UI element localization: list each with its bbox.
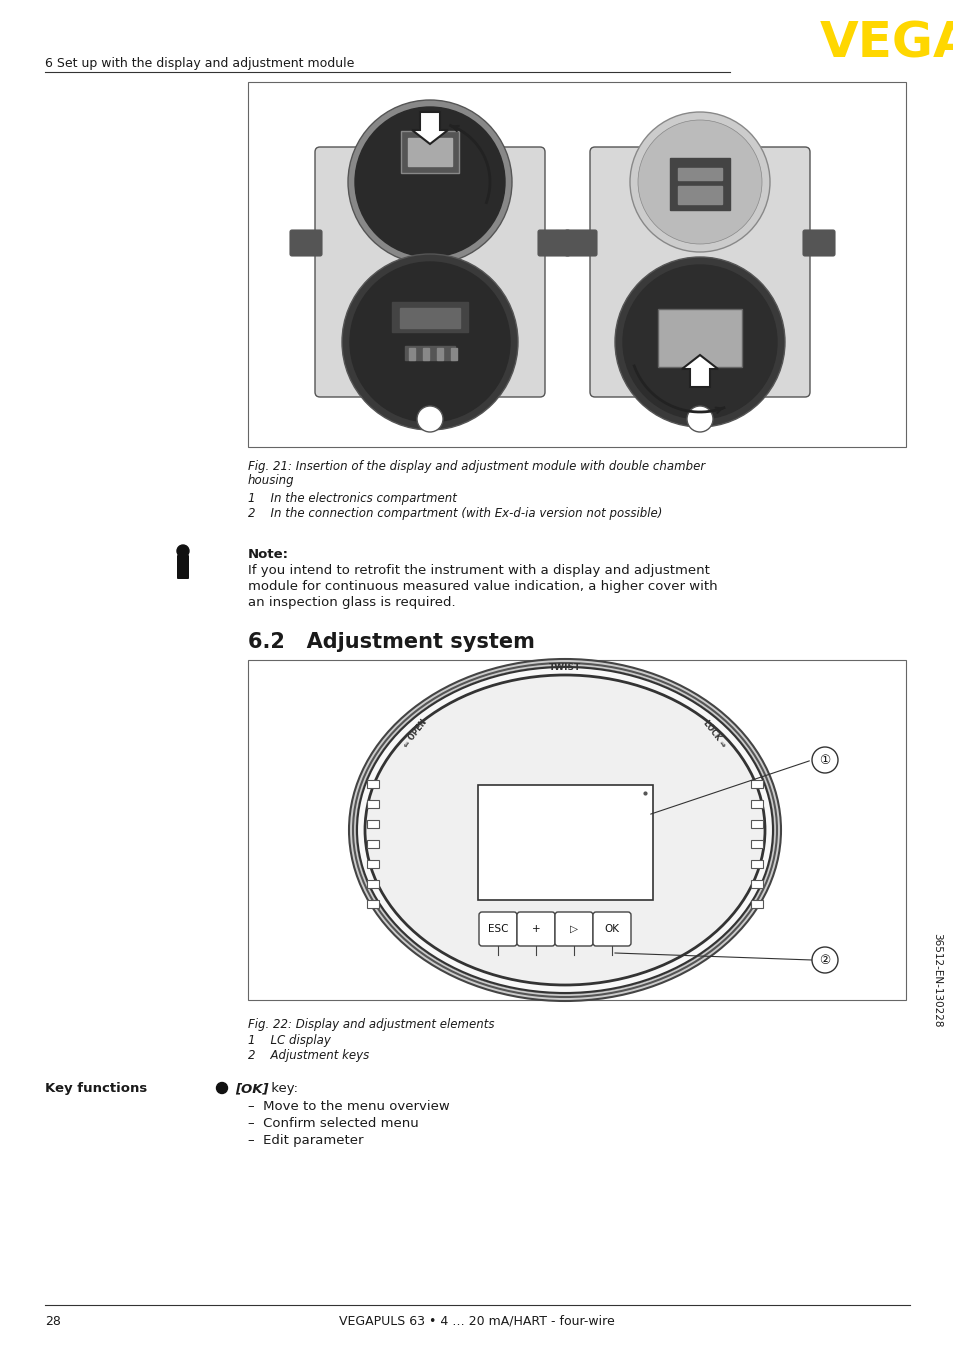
Bar xyxy=(399,307,459,328)
Text: If you intend to retrofit the instrument with a display and adjustment: If you intend to retrofit the instrument… xyxy=(248,565,709,577)
Bar xyxy=(248,83,905,447)
Circle shape xyxy=(177,546,189,556)
Circle shape xyxy=(348,100,512,264)
FancyBboxPatch shape xyxy=(478,913,517,946)
Bar xyxy=(750,880,762,888)
Bar xyxy=(408,138,452,167)
Circle shape xyxy=(615,257,784,427)
Ellipse shape xyxy=(356,668,772,992)
Text: 2    In the connection compartment (with Ex-d-ia version not possible): 2 In the connection compartment (with Ex… xyxy=(248,506,661,520)
Text: an inspection glass is required.: an inspection glass is required. xyxy=(248,596,456,609)
FancyBboxPatch shape xyxy=(537,230,569,256)
Bar xyxy=(451,348,456,360)
Text: Fig. 21: Insertion of the display and adjustment module with double chamber: Fig. 21: Insertion of the display and ad… xyxy=(248,460,704,473)
FancyBboxPatch shape xyxy=(400,131,458,173)
Ellipse shape xyxy=(365,676,764,984)
FancyBboxPatch shape xyxy=(314,148,544,397)
Circle shape xyxy=(216,1082,227,1094)
FancyBboxPatch shape xyxy=(802,230,834,256)
Bar xyxy=(405,347,455,360)
Bar xyxy=(367,821,378,829)
Circle shape xyxy=(686,406,712,432)
Bar xyxy=(658,309,741,367)
Bar xyxy=(436,348,442,360)
Bar xyxy=(750,900,762,909)
Text: 28: 28 xyxy=(45,1315,61,1328)
Bar xyxy=(669,158,729,210)
FancyBboxPatch shape xyxy=(517,913,555,946)
Ellipse shape xyxy=(349,659,781,1001)
Text: –  Edit parameter: – Edit parameter xyxy=(248,1135,363,1147)
Bar xyxy=(367,839,378,848)
Text: Note:: Note: xyxy=(248,548,289,561)
Text: ①: ① xyxy=(819,753,830,766)
Circle shape xyxy=(350,263,510,422)
Bar xyxy=(678,168,721,180)
Text: module for continuous measured value indication, a higher cover with: module for continuous measured value ind… xyxy=(248,580,717,593)
Circle shape xyxy=(629,112,769,252)
Bar xyxy=(750,800,762,808)
Bar xyxy=(367,860,378,868)
Bar xyxy=(750,780,762,788)
Bar xyxy=(750,839,762,848)
Bar xyxy=(367,780,378,788)
FancyBboxPatch shape xyxy=(593,913,630,946)
Bar xyxy=(422,348,429,360)
FancyBboxPatch shape xyxy=(564,230,597,256)
Text: [OK]: [OK] xyxy=(234,1082,268,1095)
Bar xyxy=(367,880,378,888)
FancyBboxPatch shape xyxy=(589,148,809,397)
Text: 6 Set up with the display and adjustment module: 6 Set up with the display and adjustment… xyxy=(45,57,354,70)
FancyBboxPatch shape xyxy=(555,913,593,946)
Bar xyxy=(367,900,378,909)
Bar xyxy=(750,860,762,868)
Circle shape xyxy=(341,255,517,431)
Circle shape xyxy=(355,107,504,257)
Circle shape xyxy=(622,265,776,418)
Text: key:: key: xyxy=(267,1082,297,1095)
Text: +: + xyxy=(531,923,539,934)
Circle shape xyxy=(416,406,442,432)
Text: ESC: ESC xyxy=(487,923,508,934)
Bar xyxy=(678,185,721,204)
FancyBboxPatch shape xyxy=(290,230,322,256)
Text: 1    In the electronics compartment: 1 In the electronics compartment xyxy=(248,492,456,505)
Circle shape xyxy=(638,121,761,244)
Text: Key functions: Key functions xyxy=(45,1082,147,1095)
Bar xyxy=(477,785,652,900)
Bar xyxy=(392,302,468,332)
Circle shape xyxy=(811,946,837,974)
Text: OK: OK xyxy=(604,923,618,934)
Text: LOCK ⇒: LOCK ⇒ xyxy=(700,719,727,749)
Polygon shape xyxy=(412,112,448,144)
Text: –  Confirm selected menu: – Confirm selected menu xyxy=(248,1117,418,1131)
Circle shape xyxy=(811,747,837,773)
Text: 2    Adjustment keys: 2 Adjustment keys xyxy=(248,1049,369,1062)
Text: 36512-EN-130228: 36512-EN-130228 xyxy=(931,933,941,1028)
Bar xyxy=(367,800,378,808)
Text: ▷: ▷ xyxy=(569,923,578,934)
Text: –  Move to the menu overview: – Move to the menu overview xyxy=(248,1099,449,1113)
Text: Fig. 22: Display and adjustment elements: Fig. 22: Display and adjustment elements xyxy=(248,1018,494,1030)
Text: VEGAPULS 63 • 4 … 20 mA/HART - four-wire: VEGAPULS 63 • 4 … 20 mA/HART - four-wire xyxy=(338,1315,615,1328)
Polygon shape xyxy=(681,355,718,387)
Bar xyxy=(750,821,762,829)
Text: 6.2   Adjustment system: 6.2 Adjustment system xyxy=(248,632,535,653)
Text: ⇐ OPEN: ⇐ OPEN xyxy=(401,718,429,750)
Text: housing: housing xyxy=(248,474,294,487)
Text: 1    LC display: 1 LC display xyxy=(248,1034,331,1047)
Text: TWIST: TWIST xyxy=(548,663,580,672)
Text: ②: ② xyxy=(819,953,830,967)
Bar xyxy=(409,348,415,360)
FancyBboxPatch shape xyxy=(177,555,189,580)
Text: VEGA: VEGA xyxy=(820,20,953,68)
Bar xyxy=(248,659,905,1001)
